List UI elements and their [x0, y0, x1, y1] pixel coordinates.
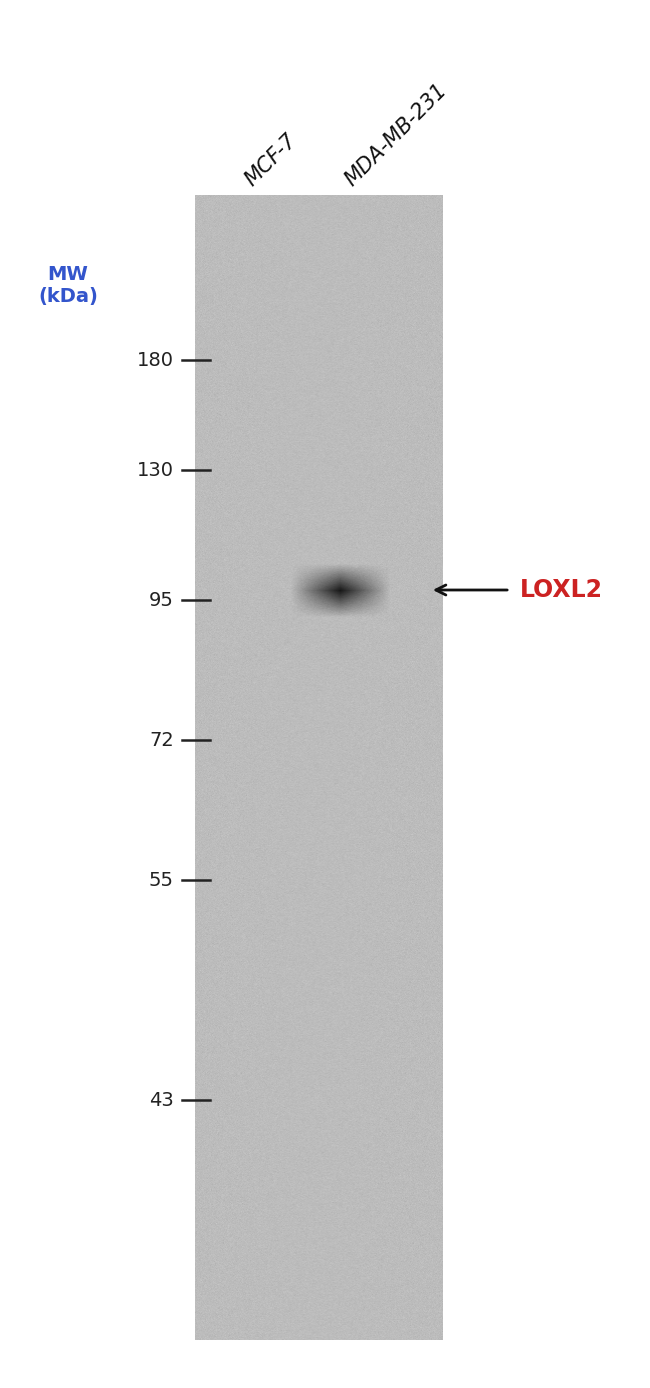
Text: MDA-MB-231: MDA-MB-231: [341, 81, 450, 190]
Text: 95: 95: [149, 590, 174, 609]
Text: MCF-7: MCF-7: [241, 130, 300, 190]
Text: 43: 43: [150, 1091, 174, 1109]
Text: LOXL2: LOXL2: [520, 577, 603, 602]
Text: 55: 55: [149, 870, 174, 890]
Text: 180: 180: [137, 351, 174, 369]
Text: 72: 72: [150, 730, 174, 750]
Text: 130: 130: [137, 461, 174, 479]
Text: MW
(kDa): MW (kDa): [38, 265, 98, 305]
